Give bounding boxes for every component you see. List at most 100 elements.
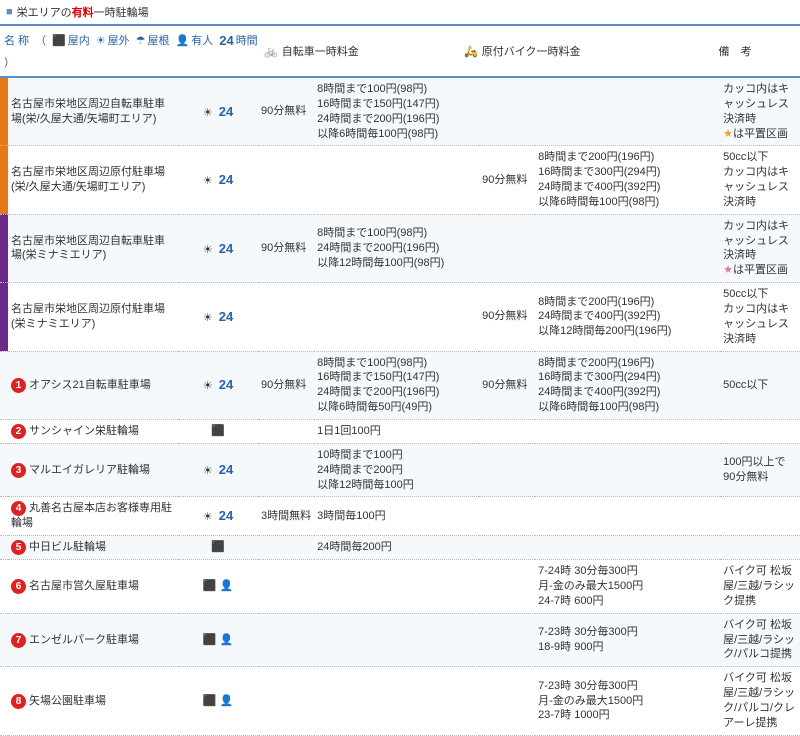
person-icon: 👤 bbox=[176, 34, 190, 47]
bike-rate bbox=[314, 613, 479, 667]
bike-free-time bbox=[258, 667, 314, 735]
row-note: カッコ内はキャッシュレス決済時★は平置区画 bbox=[720, 214, 800, 282]
row-note: バイク可 松坂屋/三越/ラシック/パルコ/クレアーレ提携 bbox=[720, 667, 800, 735]
row-note bbox=[720, 536, 800, 560]
row-note: カッコ内はキャッシュレス決済時★は平置区画 bbox=[720, 78, 800, 146]
moto-rate: 8時間まで200円(196円)24時間まで400円(392円)以降12時間毎20… bbox=[535, 283, 720, 351]
legend-staffed: 👤有人 bbox=[176, 32, 214, 48]
parking-name: 2サンシャイン栄駐輪場 bbox=[8, 419, 178, 443]
header-moto: 原付バイク一時料金 bbox=[482, 43, 581, 59]
24h-icon: 24 bbox=[219, 508, 233, 523]
moto-rate bbox=[535, 536, 720, 560]
24h-icon: 24 bbox=[219, 309, 233, 324]
parking-name: 名古屋市栄地区周辺原付駐車場(栄/久屋大通/矢場町エリア) bbox=[8, 146, 178, 214]
parking-name: 名古屋市栄地区周辺原付駐車場(栄ミナミエリア) bbox=[8, 283, 178, 351]
feature-icons: ☀ 24 bbox=[178, 214, 258, 282]
moto-free-time bbox=[479, 497, 535, 536]
page-title: ■ 栄エリアの有料一時駐輪場 bbox=[0, 0, 800, 24]
indoor-icon: ⬛ bbox=[211, 541, 225, 553]
bike-rate: 24時間毎200円 bbox=[314, 536, 479, 560]
indoor-icon: ⬛ bbox=[203, 695, 217, 707]
moto-rate: 8時間まで200円(196円)16時間まで300円(294円)24時間まで400… bbox=[535, 146, 720, 214]
bike-icon: 🚲 bbox=[264, 45, 278, 58]
sun-icon: ☀ bbox=[203, 312, 213, 324]
bike-free-time: 90分無料 bbox=[258, 78, 314, 146]
row-note: 100円以上で90分無料 bbox=[720, 443, 800, 497]
moto-free-time bbox=[479, 613, 535, 667]
legend-24h: 24時間 bbox=[219, 32, 257, 48]
moto-free-time bbox=[479, 419, 535, 443]
sun-icon: ☀ bbox=[96, 34, 106, 47]
bike-free-time: 90分無料 bbox=[258, 214, 314, 282]
sun-icon: ☀ bbox=[203, 244, 213, 256]
bike-free-time bbox=[258, 146, 314, 214]
legend-outdoor: ☀屋外 bbox=[96, 32, 130, 48]
moto-free-time bbox=[479, 536, 535, 560]
parking-name: 名古屋市栄地区周辺自転車駐車場(栄ミナミエリア) bbox=[8, 214, 178, 282]
bike-rate: 1日1回100円 bbox=[314, 419, 479, 443]
legend-indoor: ⬛屋内 bbox=[52, 32, 90, 48]
indoor-icon: ⬛ bbox=[203, 634, 217, 646]
moto-rate bbox=[535, 419, 720, 443]
moto-rate: 8時間まで200円(196円)16時間まで300円(294円)24時間まで400… bbox=[535, 351, 720, 419]
row-note: 50cc以下カッコ内はキャッシュレス決済時 bbox=[720, 146, 800, 214]
table-row: 8矢場公園駐車場⬛ 👤 7-23時 30分毎300円月-金のみ最大1500円23… bbox=[0, 667, 800, 735]
bike-rate bbox=[314, 283, 479, 351]
header-bike: 自転車一時料金 bbox=[282, 43, 359, 59]
row-note: 50cc以下カッコ内はキャッシュレス決済時 bbox=[720, 283, 800, 351]
moto-free-time bbox=[479, 667, 535, 735]
table-row: 名古屋市栄地区周辺原付駐車場(栄/久屋大通/矢場町エリア)☀ 2490分無料8時… bbox=[0, 146, 800, 214]
24h-icon: 24 bbox=[219, 241, 233, 256]
bike-rate: 8時間まで100円(98円)16時間まで150円(147円)24時間まで200円… bbox=[314, 351, 479, 419]
feature-icons: ☀ 24 bbox=[178, 78, 258, 146]
person-icon: 👤 bbox=[220, 634, 234, 646]
table-row: 5中日ビル駐輪場⬛ 24時間毎200円 bbox=[0, 536, 800, 560]
header-note: 備 考 bbox=[719, 46, 752, 58]
moto-free-time bbox=[479, 443, 535, 497]
moto-rate bbox=[535, 78, 720, 146]
indoor-icon: ⬛ bbox=[211, 425, 225, 437]
moto-rate bbox=[535, 497, 720, 536]
feature-icons: ⬛ 👤 bbox=[178, 613, 258, 667]
moto-free-time: 90分無料 bbox=[479, 351, 535, 419]
table-row: 7エンゼルパーク駐車場⬛ 👤 7-23時 30分毎300円18-9時 900円バ… bbox=[0, 613, 800, 667]
feature-icons: ☀ 24 bbox=[178, 497, 258, 536]
legend-roof: ☂屋根 bbox=[136, 32, 170, 48]
bike-free-time bbox=[258, 613, 314, 667]
bike-free-time bbox=[258, 419, 314, 443]
feature-icons: ☀ 24 bbox=[178, 351, 258, 419]
row-number-badge: 5 bbox=[11, 540, 26, 555]
moto-free-time bbox=[479, 78, 535, 146]
moto-rate bbox=[535, 214, 720, 282]
moto-rate: 7-23時 30分毎300円18-9時 900円 bbox=[535, 613, 720, 667]
24h-icon: 24 bbox=[219, 377, 233, 392]
bike-rate: 3時間毎100円 bbox=[314, 497, 479, 536]
sun-icon: ☀ bbox=[203, 511, 213, 523]
header-name: 名 称 bbox=[4, 32, 29, 48]
row-number-badge: 2 bbox=[11, 424, 26, 439]
table-row: 名古屋市栄地区周辺自転車駐車場(栄/久屋大通/矢場町エリア)☀ 2490分無料8… bbox=[0, 78, 800, 146]
row-number-badge: 8 bbox=[11, 694, 26, 709]
bike-free-time: 90分無料 bbox=[258, 351, 314, 419]
indoor-icon: ⬛ bbox=[52, 34, 66, 47]
indoor-icon: ⬛ bbox=[203, 580, 217, 592]
row-note: バイク可 松坂屋/三越/ラシック/パルコ提携 bbox=[720, 613, 800, 667]
feature-icons: ⬛ 👤 bbox=[178, 667, 258, 735]
table-header: 名 称 （ ⬛屋内 ☀屋外 ☂屋根 👤有人 24時間 ） 🚲自転車一時料金 🛵原… bbox=[0, 24, 800, 78]
feature-icons: ☀ 24 bbox=[178, 146, 258, 214]
parking-name: 7エンゼルパーク駐車場 bbox=[8, 613, 178, 667]
bike-rate bbox=[314, 667, 479, 735]
parking-name: 4丸善名古屋本店お客様専用駐輪場 bbox=[8, 497, 178, 536]
24h-icon: 24 bbox=[219, 172, 233, 187]
row-note bbox=[720, 497, 800, 536]
title-bullet: ■ bbox=[6, 6, 13, 18]
bike-rate: 8時間まで100円(98円)24時間まで200円(196円)以降12時間毎100… bbox=[314, 214, 479, 282]
24h-icon: 24 bbox=[219, 104, 233, 119]
bike-free-time: 3時間無料 bbox=[258, 497, 314, 536]
sun-icon: ☀ bbox=[203, 380, 213, 392]
row-number-badge: 7 bbox=[11, 633, 26, 648]
legend-close: ） bbox=[4, 54, 15, 70]
parking-name: 1オアシス21自転車駐車場 bbox=[8, 351, 178, 419]
row-number-badge: 3 bbox=[11, 463, 26, 478]
bike-rate: 10時間まで100円24時間まで200円以降12時間毎100円 bbox=[314, 443, 479, 497]
